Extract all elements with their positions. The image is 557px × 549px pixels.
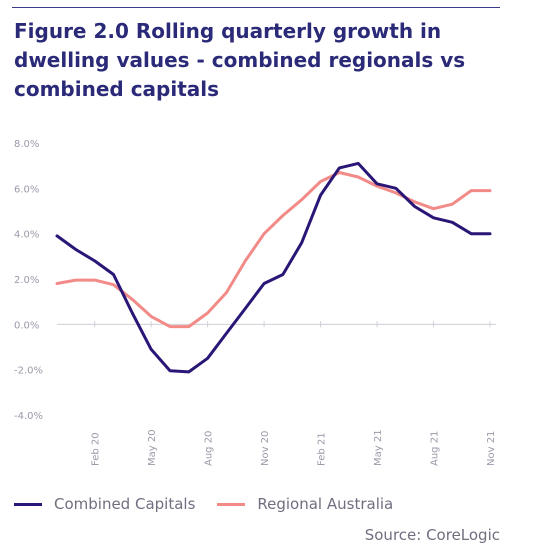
x-tick-label: May 21 — [373, 429, 384, 466]
source-note: Source: CoreLogic — [364, 526, 500, 544]
series-line-regional — [55, 171, 492, 329]
y-axis: 8.0% 6.0% 4.0% 2.0% 0.0% -2.0% -4.0% — [14, 139, 496, 422]
legend-swatch-capitals — [14, 502, 42, 506]
chart-title: Figure 2.0 Rolling quarterly growth in d… — [14, 17, 484, 104]
figure-label: Figure 2.0 — [14, 19, 129, 43]
x-tick-label: May 20 — [147, 429, 158, 466]
series-layer — [55, 161, 492, 374]
top-rule — [12, 7, 500, 8]
y-tick-label: 4.0% — [14, 230, 39, 241]
y-tick-label: -4.0% — [14, 411, 43, 422]
x-tick-label: Feb 21 — [317, 432, 328, 466]
title-text: Rolling quarterly growth in dwelling val… — [14, 19, 466, 101]
y-tick-label: -2.0% — [14, 366, 43, 377]
legend-item-capitals: Combined Capitals — [14, 495, 195, 513]
x-tick-label: Nov 21 — [486, 431, 497, 466]
legend: Combined Capitals Regional Australia — [14, 495, 415, 513]
y-tick-label: 2.0% — [14, 275, 39, 286]
y-tick-label: 8.0% — [14, 139, 39, 150]
series-line-capitals — [55, 161, 492, 374]
legend-label-regional: Regional Australia — [257, 495, 394, 513]
x-tick-label: Nov 20 — [260, 431, 271, 466]
legend-item-regional: Regional Australia — [217, 495, 393, 513]
x-tick-label: Feb 20 — [91, 432, 102, 466]
x-axis: Feb 20 May 20 Aug 20 Nov 20 Feb 21 May 21 Aug … — [91, 321, 497, 466]
x-tick-label: Aug 20 — [204, 431, 215, 466]
legend-swatch-regional — [217, 502, 246, 506]
x-tick-label: Aug 21 — [430, 431, 441, 466]
y-tick-label: 0.0% — [14, 320, 39, 331]
legend-label-capitals: Combined Capitals — [54, 495, 196, 513]
y-tick-label: 6.0% — [14, 184, 39, 195]
